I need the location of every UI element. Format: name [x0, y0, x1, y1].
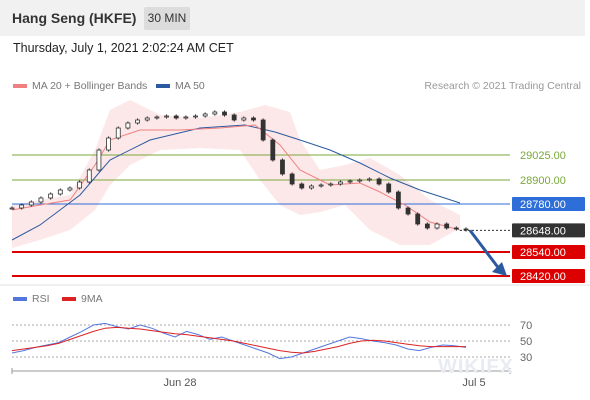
candle-body — [77, 181, 83, 189]
time-label: Jun 28 — [163, 377, 196, 389]
watermark: WIKIFX — [438, 356, 514, 378]
candle-body — [183, 116, 189, 119]
legend-rsi: RSI — [13, 293, 50, 305]
legend-rsi-label: RSI — [32, 293, 50, 305]
candle-body — [318, 184, 324, 187]
arrow-head — [492, 262, 507, 276]
candle-body — [241, 117, 247, 121]
candle-body — [463, 228, 469, 231]
legend-9ma-label: 9MA — [81, 293, 103, 305]
candle-body — [357, 179, 363, 182]
price-label-28780: 28780.00 — [520, 199, 566, 211]
ma50-swatch — [156, 84, 170, 89]
legend-ma50-label: MA 50 — [175, 80, 205, 92]
legend-9ma: 9MA — [62, 293, 103, 305]
rsi-ma9-line — [11, 326, 466, 354]
instrument-title: Hang Seng (HKFE) — [12, 10, 137, 26]
candle-body — [154, 116, 160, 119]
candle-body — [48, 193, 54, 199]
rsi-level-label-70: 70 — [520, 320, 532, 332]
candle-body — [67, 187, 73, 191]
time-label: Jul 5 — [462, 377, 485, 389]
candle-body — [231, 114, 237, 121]
rsi-level-label-50: 50 — [520, 336, 532, 348]
candle-body — [347, 180, 353, 183]
candle-body — [289, 173, 295, 185]
candle-body — [106, 137, 111, 151]
legend-ma20: MA 20 + Bollinger Bands — [13, 80, 147, 92]
candle-body — [96, 149, 102, 171]
time-axis: Jun 28 Jul 5 — [11, 368, 511, 389]
ma20-line — [11, 124, 461, 231]
header-bar: Hang Seng (HKFE) 30 MIN — [0, 0, 585, 36]
candle-body — [144, 117, 150, 121]
rsi-level-label-30: 30 — [520, 352, 532, 364]
price-tag-28648 — [512, 223, 585, 238]
candlesticks — [9, 110, 469, 232]
price-label-29025: 29025.00 — [520, 150, 566, 162]
candle-body — [125, 122, 131, 129]
candle-body — [309, 185, 314, 189]
legend-ma20-label: MA 20 + Bollinger Bands — [32, 80, 148, 92]
candle-body — [212, 111, 218, 115]
candle-body — [222, 111, 227, 116]
candle-body — [164, 115, 169, 118]
ma9-swatch — [62, 297, 76, 302]
candle-body — [202, 113, 208, 117]
candle-body — [453, 227, 459, 230]
candle-body — [115, 127, 121, 139]
candle-body — [57, 189, 63, 195]
ma20-swatch — [13, 84, 27, 89]
timestamp: Thursday, July 1, 2021 2:02:24 AM CET — [13, 41, 234, 55]
candle-body — [338, 181, 343, 185]
candle-body — [424, 223, 430, 229]
candle-body — [270, 139, 276, 161]
credit-text: Research © 2021 Trading Central — [424, 80, 581, 92]
candle-body — [9, 207, 15, 210]
price-levels — [12, 154, 510, 277]
candle-body — [299, 183, 305, 189]
price-label-28540: 28540.00 — [520, 247, 566, 259]
rsi-panel: 70 50 30 — [0, 284, 590, 364]
price-label-28420: 28420.00 — [520, 271, 566, 283]
price-tag-28540 — [512, 245, 585, 259]
candle-body — [444, 223, 450, 229]
candle-body — [434, 223, 440, 229]
candle-body — [28, 201, 34, 206]
candle-body — [367, 178, 372, 181]
candle-body — [415, 213, 421, 225]
legend-ma50: MA 50 — [156, 80, 205, 92]
bollinger-fill — [12, 100, 460, 248]
price-tag-28420 — [512, 269, 585, 283]
candle-body — [376, 178, 382, 185]
candle-body — [86, 169, 92, 183]
moving-averages — [11, 124, 461, 241]
price-labels: 29025.00 28900.00 28780.00 28648.00 28540.00… — [512, 150, 585, 283]
forecast-arrow — [468, 229, 507, 276]
candle-body — [386, 183, 392, 193]
price-tag-28780 — [512, 197, 585, 211]
candle-body — [405, 207, 411, 215]
bollinger-bands — [12, 100, 460, 248]
candle-body — [173, 115, 179, 119]
candle-body — [328, 183, 334, 186]
candle-body — [38, 197, 44, 203]
arrow-shaft — [468, 229, 502, 271]
rsi-swatch — [13, 297, 27, 302]
candle-body — [395, 191, 401, 209]
candle-body — [19, 204, 25, 209]
candle-body — [251, 117, 256, 121]
rsi-line — [11, 322, 467, 360]
price-label-28648: 28648.00 — [520, 225, 566, 237]
candle-body — [260, 119, 266, 141]
candle-body — [193, 115, 198, 118]
price-label-28900: 28900.00 — [520, 175, 566, 187]
timeframe-badge[interactable]: 30 MIN — [144, 7, 190, 30]
candle-body — [135, 119, 140, 124]
candle-body — [280, 159, 285, 175]
